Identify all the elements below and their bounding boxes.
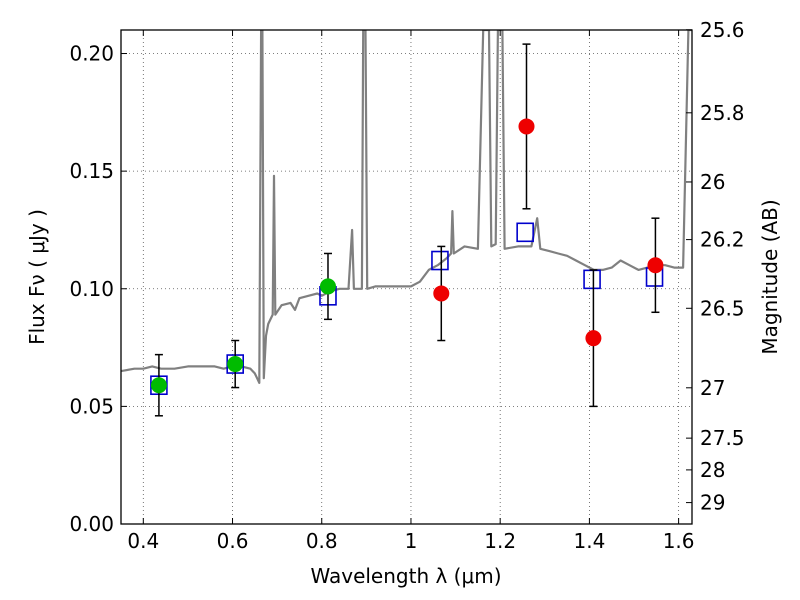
model-bandpass-square — [516, 222, 534, 243]
x-tick-label: 0.4 — [127, 529, 159, 553]
observed-nir-point — [433, 285, 450, 302]
observed-optical-point — [227, 356, 244, 373]
plot-area — [121, 30, 692, 417]
y-tick-label: 0.10 — [69, 277, 114, 301]
y2-tick-label: 25.6 — [700, 18, 745, 42]
model-spectrum-line — [121, 30, 692, 384]
x-tick-label: 1.6 — [663, 529, 695, 553]
observed-nir-point — [647, 257, 664, 274]
x-axis-label: Wavelength λ (μm) — [310, 564, 501, 588]
plot-frame — [120, 29, 693, 525]
x-tick-label: 1.4 — [573, 529, 605, 553]
x-tick-label: 0.8 — [306, 529, 338, 553]
x-tick-label: 1 — [405, 529, 418, 553]
y2-tick-label: 26.5 — [700, 296, 745, 320]
y-tick-label: 0.00 — [69, 512, 114, 536]
axes: 0.4 0.6 0.8 1 1.2 1.4 1.6 0.00 0.05 0.10 0.15 0.20 2… — [69, 18, 744, 553]
y2-tick-label: 27 — [700, 376, 725, 400]
observed-optical-point — [319, 278, 336, 295]
y2-axis-label: Magnitude (AB) — [758, 199, 782, 354]
y2-tick-label: 27.5 — [700, 426, 745, 450]
y-tick-label: 0.20 — [69, 42, 114, 66]
model-bandpass-square — [583, 269, 601, 290]
y-tick-label: 0.05 — [69, 394, 114, 418]
observed-nir-point — [585, 330, 602, 347]
y2-tick-label: 29 — [700, 491, 725, 515]
observed-optical-point — [150, 377, 167, 394]
model-bandpass-square — [431, 250, 449, 271]
x-tick-label: 0.6 — [217, 529, 249, 553]
grid — [121, 30, 692, 525]
y-tick-label: 0.15 — [69, 159, 114, 183]
y2-tick-label: 25.8 — [700, 101, 745, 125]
y2-tick-label: 28 — [700, 458, 725, 482]
y2-tick-label: 26.2 — [700, 228, 745, 252]
y2-tick-label: 26 — [700, 170, 725, 194]
plot-content — [121, 30, 692, 417]
y-axis-label: Flux Fν ( μJy ) — [25, 209, 49, 345]
observed-nir-point — [518, 118, 535, 135]
x-tick-label: 1.2 — [484, 529, 516, 553]
